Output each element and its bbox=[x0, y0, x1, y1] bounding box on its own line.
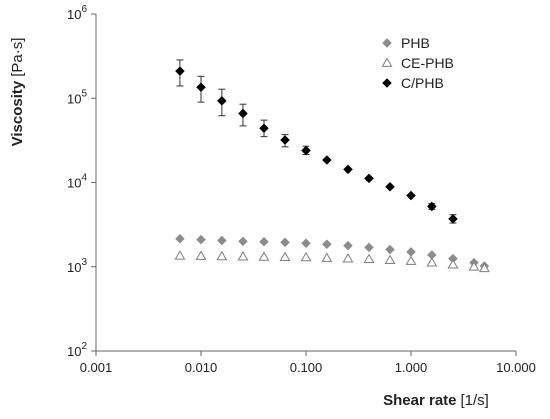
data-point bbox=[300, 251, 312, 262]
y-tick-label: 102 bbox=[67, 341, 87, 359]
data-point bbox=[447, 259, 459, 269]
y-tick-exponent: 2 bbox=[81, 341, 87, 352]
data-point bbox=[385, 244, 395, 255]
y-tick-label: 104 bbox=[67, 173, 87, 191]
data-point bbox=[196, 234, 206, 245]
legend-item-c-phb: C/PHB bbox=[382, 75, 444, 91]
y-axis-label-bold: Viscosity bbox=[9, 80, 26, 146]
legend-item-phb: PHB bbox=[382, 35, 430, 51]
data-point bbox=[468, 261, 480, 271]
y-tick-exponent: 4 bbox=[81, 173, 87, 184]
data-point bbox=[448, 214, 458, 224]
x-tick-label: 1.000 bbox=[395, 360, 428, 375]
x-axis-label-unit: [1/s] bbox=[461, 392, 489, 409]
data-point bbox=[280, 135, 290, 145]
plot-area bbox=[174, 59, 490, 273]
data-point bbox=[195, 250, 207, 260]
x-tick-label: 0.001 bbox=[80, 360, 113, 375]
x-tick-label: 0.010 bbox=[185, 360, 218, 375]
legend-marker bbox=[382, 38, 392, 48]
data-point bbox=[301, 145, 311, 156]
legend-marker bbox=[381, 57, 393, 67]
y-tick-base: 10 bbox=[67, 91, 81, 106]
data-point bbox=[363, 253, 375, 264]
y-tick-base: 10 bbox=[67, 344, 81, 359]
y-tick-label: 106 bbox=[67, 4, 87, 22]
data-point bbox=[259, 123, 269, 134]
data-point bbox=[175, 233, 185, 244]
y-tick-base: 10 bbox=[67, 260, 81, 275]
data-point bbox=[175, 66, 185, 76]
legend-label: CE-PHB bbox=[401, 55, 454, 71]
data-point bbox=[280, 237, 290, 248]
data-point bbox=[364, 173, 374, 184]
series-phb bbox=[175, 233, 490, 271]
data-point bbox=[174, 250, 186, 260]
data-point bbox=[196, 82, 206, 93]
data-point bbox=[385, 181, 395, 192]
data-point bbox=[238, 236, 248, 247]
data-point bbox=[322, 155, 332, 165]
series-ce-phb bbox=[174, 250, 490, 273]
y-axis-label: Viscosity [Pa·s] bbox=[9, 38, 26, 147]
data-point bbox=[384, 254, 396, 264]
data-point bbox=[343, 164, 353, 175]
data-point bbox=[343, 240, 353, 251]
x-axis-label-bold: Shear rate bbox=[383, 392, 456, 409]
data-point bbox=[426, 257, 438, 267]
y-tick-exponent: 6 bbox=[81, 4, 87, 15]
data-point bbox=[238, 108, 248, 119]
y-tick-base: 10 bbox=[67, 7, 81, 22]
data-point bbox=[321, 252, 333, 262]
legend-item-ce-phb: CE-PHB bbox=[381, 55, 454, 71]
legend: PHB CE-PHB C/PHB bbox=[381, 35, 454, 91]
legend-marker bbox=[382, 78, 392, 88]
data-point bbox=[217, 235, 227, 246]
data-point bbox=[427, 201, 437, 212]
y-tick-base: 10 bbox=[67, 176, 81, 191]
data-point bbox=[406, 190, 416, 201]
data-point bbox=[301, 238, 311, 249]
data-point bbox=[364, 242, 374, 253]
data-point bbox=[478, 262, 490, 273]
data-point bbox=[237, 251, 249, 261]
data-point bbox=[259, 236, 269, 247]
y-axis-label-unit: [Pa·s] bbox=[9, 38, 26, 77]
data-point bbox=[279, 251, 291, 262]
data-point bbox=[405, 255, 417, 265]
series-c-phb bbox=[175, 59, 458, 224]
data-point bbox=[258, 251, 270, 261]
y-tick-label: 105 bbox=[67, 88, 87, 106]
y-tick-exponent: 3 bbox=[81, 257, 87, 268]
data-point bbox=[216, 250, 228, 261]
axes: 0.001 0.010 0.100 1.000 10.00010210310410510… bbox=[67, 4, 536, 375]
legend-label: PHB bbox=[401, 35, 430, 51]
x-tick-label: 0.100 bbox=[290, 360, 323, 375]
x-tick-label: 10.000 bbox=[496, 360, 536, 375]
data-point bbox=[217, 96, 227, 106]
legend-label: C/PHB bbox=[401, 75, 444, 91]
data-point bbox=[342, 253, 354, 263]
y-tick-exponent: 5 bbox=[81, 88, 87, 99]
data-point bbox=[322, 239, 332, 250]
y-tick-label: 103 bbox=[67, 257, 87, 275]
x-axis-label: Shear rate [1/s] bbox=[383, 392, 489, 409]
